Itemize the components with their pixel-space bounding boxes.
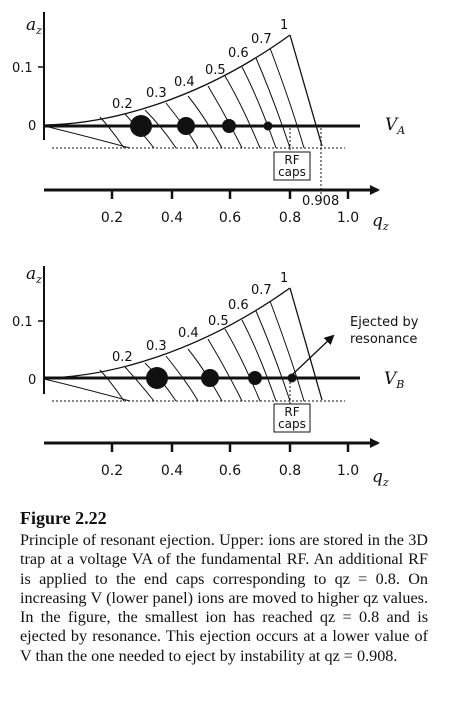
svg-text:caps: caps <box>278 165 306 179</box>
lower-stability-boundary-right <box>289 287 323 401</box>
upper-iso-label-1: 1 <box>280 18 288 33</box>
ejected-label-line2: resonance <box>350 332 417 347</box>
lower-ion-ejected <box>287 373 297 383</box>
lower-iso-label-0.4: 0.4 <box>178 326 199 341</box>
upper-x-axis-label: qz <box>372 211 389 233</box>
lower-x-tick-0.8: 0.8 <box>279 463 301 479</box>
svg-text:RF: RF <box>284 153 299 167</box>
upper-y-axis-label: az <box>26 15 42 37</box>
lower-x-axis-label: qz <box>372 467 389 489</box>
lower-x-tick-0.6: 0.6 <box>219 463 241 479</box>
upper-ion-medium <box>177 117 195 135</box>
lower-iso-label-0.2: 0.2 <box>112 350 133 365</box>
upper-ion-large <box>130 115 152 137</box>
upper-x-tick-0.8: 0.8 <box>279 210 301 226</box>
upper-stability-boundary-right <box>289 34 323 147</box>
lower-x-tick-0.4: 0.4 <box>161 463 183 479</box>
upper-panel: az 0.1 0 0.2 0.3 0.4 0.5 0.6 0.7 1 <box>12 12 405 233</box>
upper-iso-label-0.2: 0.2 <box>112 97 133 112</box>
resonant-ejection-figure: az 0.1 0 0.2 0.3 0.4 0.5 0.6 0.7 1 <box>12 12 419 489</box>
lower-stability-boundary-top <box>43 287 291 379</box>
svg-text:caps: caps <box>278 417 306 431</box>
lower-y-tick-0: 0 <box>28 373 36 388</box>
lower-panel: az 0.1 0 0.2 0.3 0.4 0.5 0.6 0.7 1 VB <box>12 264 419 489</box>
lower-x-tick-0.2: 0.2 <box>101 463 123 479</box>
upper-iso-label-0.5: 0.5 <box>205 63 226 78</box>
lower-x-tick-1.0: 1.0 <box>337 463 359 479</box>
upper-ion-small <box>222 119 236 133</box>
svg-text:RF: RF <box>284 405 299 419</box>
ejected-label-line1: Ejected by <box>350 315 419 330</box>
lower-iso-label-0.6: 0.6 <box>228 298 249 313</box>
upper-voltage-label: VA <box>385 115 405 137</box>
upper-iso-label-0.6: 0.6 <box>228 46 249 61</box>
upper-iso-label-0.3: 0.3 <box>146 86 167 101</box>
upper-y-tick-0.1: 0.1 <box>12 61 33 76</box>
lower-voltage-label: VB <box>384 369 404 391</box>
upper-rf-caps-box: RF caps <box>273 151 311 181</box>
lower-iso-label-1: 1 <box>280 271 288 286</box>
upper-stability-boundary-top <box>43 34 291 126</box>
lower-ion-medium <box>201 369 219 387</box>
caption-body: Principle of resonant ejection. Upper: i… <box>20 531 428 665</box>
lower-ion-large <box>146 367 168 389</box>
lower-rf-caps-box: RF caps <box>273 403 311 433</box>
ejection-arrow <box>292 334 335 375</box>
upper-iso-label-0.4: 0.4 <box>174 75 195 90</box>
upper-x-tick-0.4: 0.4 <box>161 210 183 226</box>
caption-title: Figure 2.22 <box>20 508 107 528</box>
lower-y-axis-label: az <box>26 264 42 286</box>
upper-x-tick-0.6: 0.6 <box>219 210 241 226</box>
upper-x-tick-0.2: 0.2 <box>101 210 123 226</box>
upper-iso-label-0.7: 0.7 <box>251 32 272 47</box>
lower-iso-label-0.5: 0.5 <box>208 314 229 329</box>
lower-iso-line <box>43 378 131 402</box>
lower-y-tick-0.1: 0.1 <box>12 315 33 330</box>
upper-x-tick-1.0: 1.0 <box>337 210 359 226</box>
upper-iso-beta-lines <box>99 47 305 149</box>
upper-y-tick-0: 0 <box>28 119 36 134</box>
lower-iso-label-0.7: 0.7 <box>251 283 272 298</box>
upper-cutoff-label: 0.908 <box>302 194 339 209</box>
lower-ion-small <box>248 371 262 385</box>
figure-caption: Figure 2.22 Principle of resonant ejecti… <box>20 508 428 666</box>
lower-iso-label-0.3: 0.3 <box>146 339 167 354</box>
upper-ion-smallest <box>263 121 273 131</box>
upper-iso-line <box>43 125 131 149</box>
